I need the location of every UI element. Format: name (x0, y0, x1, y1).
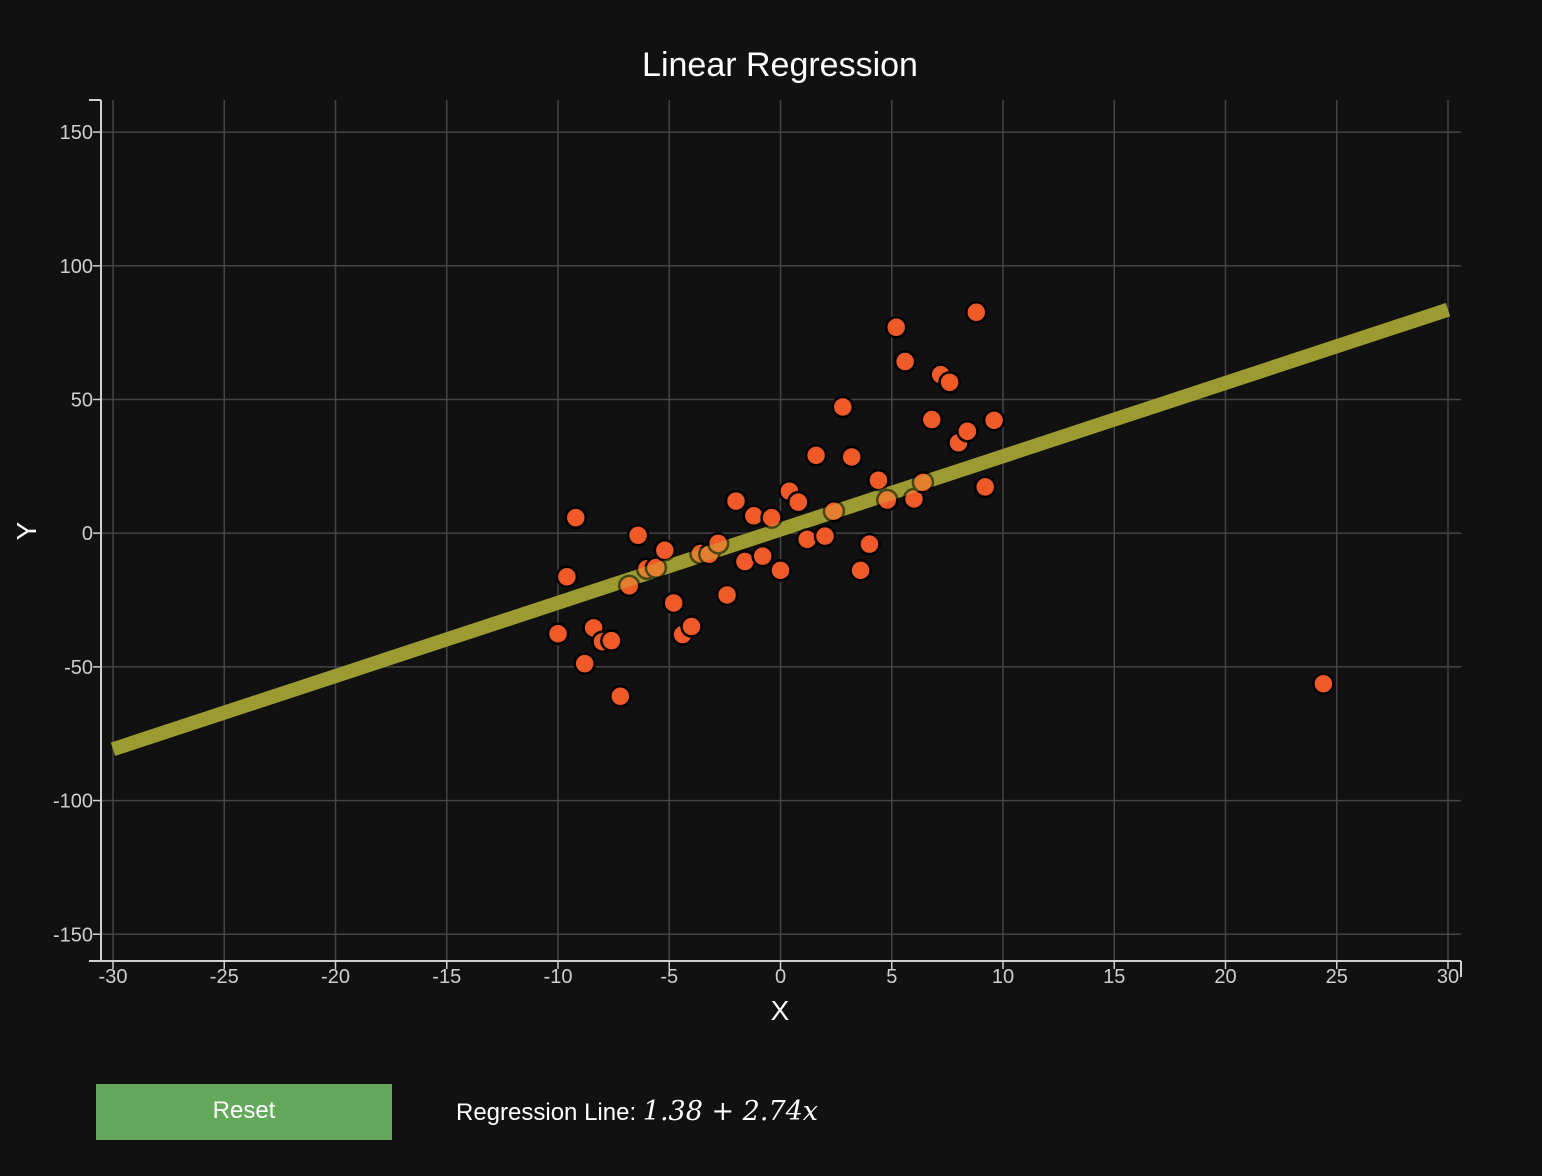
y-tick-label: 100 (60, 256, 93, 278)
y-tick-label: -100 (53, 791, 93, 813)
x-tick-label: 5 (886, 966, 897, 988)
data-point[interactable] (840, 445, 863, 469)
x-tick-label: 25 (1326, 966, 1348, 988)
x-tick-label: -25 (210, 966, 239, 988)
data-point[interactable] (956, 420, 979, 443)
data-point[interactable] (573, 652, 596, 675)
data-point[interactable] (1312, 672, 1335, 695)
data-point[interactable] (893, 350, 917, 373)
chart-title: Linear Regression (642, 46, 918, 84)
data-point[interactable] (787, 490, 810, 514)
data-point[interactable] (973, 475, 997, 499)
data-point[interactable] (813, 524, 837, 548)
data-points (110, 301, 1451, 756)
data-point[interactable] (858, 532, 881, 556)
x-tick-label: -10 (544, 966, 573, 988)
data-point[interactable] (911, 471, 935, 494)
y-axis-title: Y (11, 521, 42, 540)
data-point[interactable] (715, 583, 739, 607)
data-point[interactable] (564, 506, 588, 529)
data-point[interactable] (831, 395, 855, 419)
data-point[interactable] (867, 468, 890, 492)
x-tick-label: 0 (775, 966, 786, 988)
data-point[interactable] (706, 532, 730, 555)
data-point[interactable] (822, 499, 846, 523)
regression-label: Regression Line: (456, 1099, 643, 1126)
scatter-plot: -30 -25 -20 -15 -10 -5 0 5 10 15 20 25 30-150-100-50… (11, 46, 1462, 1026)
regression-line (110, 303, 1451, 756)
y-tick-label: -150 (53, 924, 93, 946)
data-point[interactable] (982, 409, 1006, 432)
data-point[interactable] (662, 591, 685, 615)
data-point[interactable] (795, 528, 819, 551)
data-point[interactable] (680, 615, 703, 638)
tick-labels: -30 -25 -20 -15 -10 -5 0 5 10 15 20 25 30-150-100-50… (53, 122, 1459, 988)
data-point[interactable] (884, 316, 908, 339)
y-tick-label: 150 (60, 122, 93, 144)
regression-line-readout: Regression Line: 1.38 + 2.74x (456, 1096, 818, 1127)
data-point[interactable] (760, 506, 783, 529)
y-tick-label: -50 (64, 657, 93, 679)
data-point[interactable] (920, 408, 944, 431)
data-point[interactable] (617, 574, 641, 598)
data-point[interactable] (769, 559, 792, 582)
regression-line-overlay (110, 303, 1451, 756)
y-tick-label: 50 (71, 389, 93, 411)
x-tick-label: -20 (321, 966, 350, 988)
data-point[interactable] (965, 301, 988, 324)
data-point[interactable] (546, 622, 570, 645)
data-point[interactable] (644, 556, 668, 579)
regression-equation: 1.38 + 2.74x (642, 1096, 819, 1127)
axes (89, 99, 1462, 977)
y-tick-label: 0 (82, 523, 93, 545)
x-tick-label: -5 (660, 966, 678, 988)
x-axis-title: X (771, 995, 790, 1026)
x-tick-label: 30 (1437, 966, 1459, 988)
data-point[interactable] (724, 489, 748, 513)
data-point[interactable] (938, 371, 961, 394)
data-point[interactable] (876, 488, 899, 512)
data-point[interactable] (600, 629, 623, 652)
data-point[interactable] (751, 544, 774, 568)
x-tick-label: -30 (99, 966, 128, 988)
data-point[interactable] (555, 565, 579, 589)
x-tick-label: 15 (1103, 966, 1125, 988)
data-point[interactable] (609, 685, 632, 708)
data-point[interactable] (849, 559, 872, 582)
x-tick-label: 20 (1214, 966, 1236, 988)
data-point[interactable] (804, 444, 828, 467)
regression-line-layer (110, 303, 1451, 756)
reset-button[interactable]: Reset (96, 1084, 392, 1140)
x-tick-label: 10 (992, 966, 1014, 988)
data-point[interactable] (626, 524, 650, 547)
data-point[interactable] (653, 539, 677, 562)
x-tick-label: -15 (432, 966, 461, 988)
